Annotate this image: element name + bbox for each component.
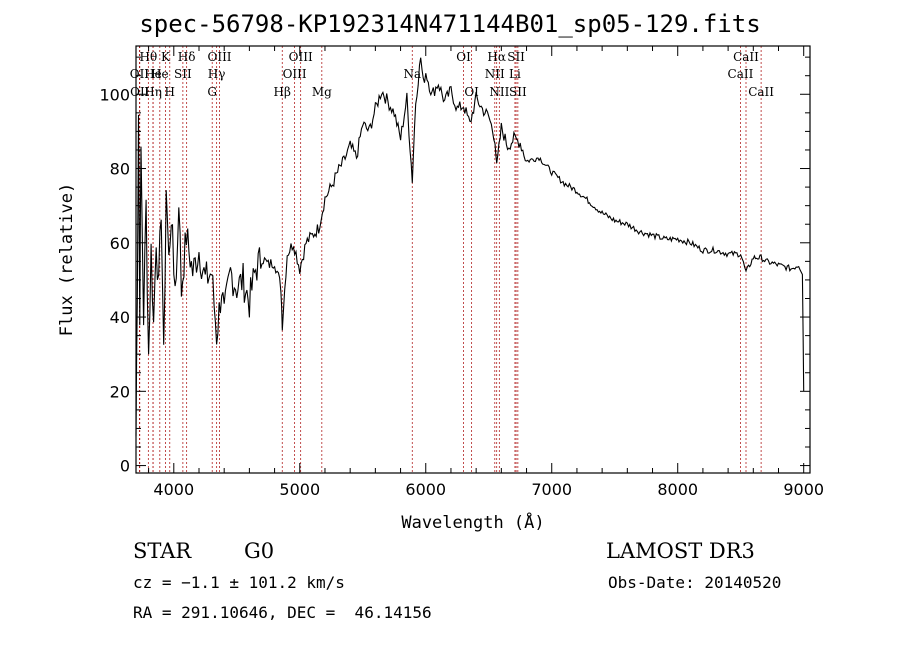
line-label: Hβ (274, 85, 291, 99)
y-tick-label: 20 (110, 382, 130, 401)
line-label: Hη (144, 85, 162, 99)
line-label: OIII (207, 50, 231, 64)
line-label: OIII (283, 67, 307, 81)
x-tick-label: 7000 (531, 480, 572, 499)
y-tick-label: 40 (110, 308, 130, 327)
x-tick-label: 5000 (279, 480, 320, 499)
line-label: Na (403, 67, 421, 81)
line-label: K (161, 50, 171, 64)
y-tick-label: 0 (120, 457, 130, 476)
x-tick-label: 6000 (405, 480, 446, 499)
spectrum-title: spec-56798-KP192314N471144B01_sp05-129.f… (139, 10, 761, 38)
line-label: SII (174, 67, 192, 81)
plot-frame (135, 45, 811, 474)
line-label: G (207, 85, 217, 99)
object-class: STAR (133, 539, 192, 563)
line-label: NII (489, 85, 509, 99)
line-label: Hγ (208, 67, 226, 81)
line-label: SII (509, 85, 527, 99)
sky-coordinates: RA = 291.10646, DEC = 46.14156 (133, 603, 432, 622)
line-label: CaII (728, 67, 754, 81)
line-label: CaII (733, 50, 759, 64)
line-label: Hα (487, 50, 506, 64)
line-label: Hδ (178, 50, 196, 64)
line-label: CaII (748, 85, 774, 99)
observation-date: Obs-Date: 20140520 (608, 573, 782, 592)
x-tick-label: 9000 (783, 480, 824, 499)
line-label: Li (509, 67, 521, 81)
y-tick-label: 60 (110, 234, 130, 253)
y-tick-label: 100 (99, 85, 130, 104)
line-label: He (151, 67, 169, 81)
x-tick-label: 4000 (153, 480, 194, 499)
x-axis-label: Wavelength (Å) (401, 511, 544, 533)
y-axis-label: Flux (relative) (57, 183, 77, 337)
line-label: Hθ (139, 50, 157, 64)
line-label: OI (456, 50, 471, 64)
survey-name: LAMOST DR3 (606, 539, 755, 563)
redshift-velocity: cz = −1.1 ± 101.2 km/s (133, 573, 345, 592)
line-label: OI (464, 85, 479, 99)
axis-ticks: 4000 5000 6000 7000 8000 9000 0 20 40 60 80 100 (99, 46, 824, 499)
line-label: OII (130, 67, 150, 81)
line-label: H (165, 85, 175, 99)
line-label: OIII (289, 50, 313, 64)
line-label: OII (130, 85, 150, 99)
line-label: He (144, 67, 162, 81)
line-label: NII (485, 67, 505, 81)
object-subclass: G0 (244, 539, 275, 563)
emission-line-markers (139, 46, 762, 473)
y-tick-label: 80 (110, 160, 130, 179)
line-label: Mg (312, 85, 332, 99)
spectrum-line (135, 57, 805, 437)
x-tick-label: 8000 (657, 480, 698, 499)
line-label: SII (507, 50, 525, 64)
